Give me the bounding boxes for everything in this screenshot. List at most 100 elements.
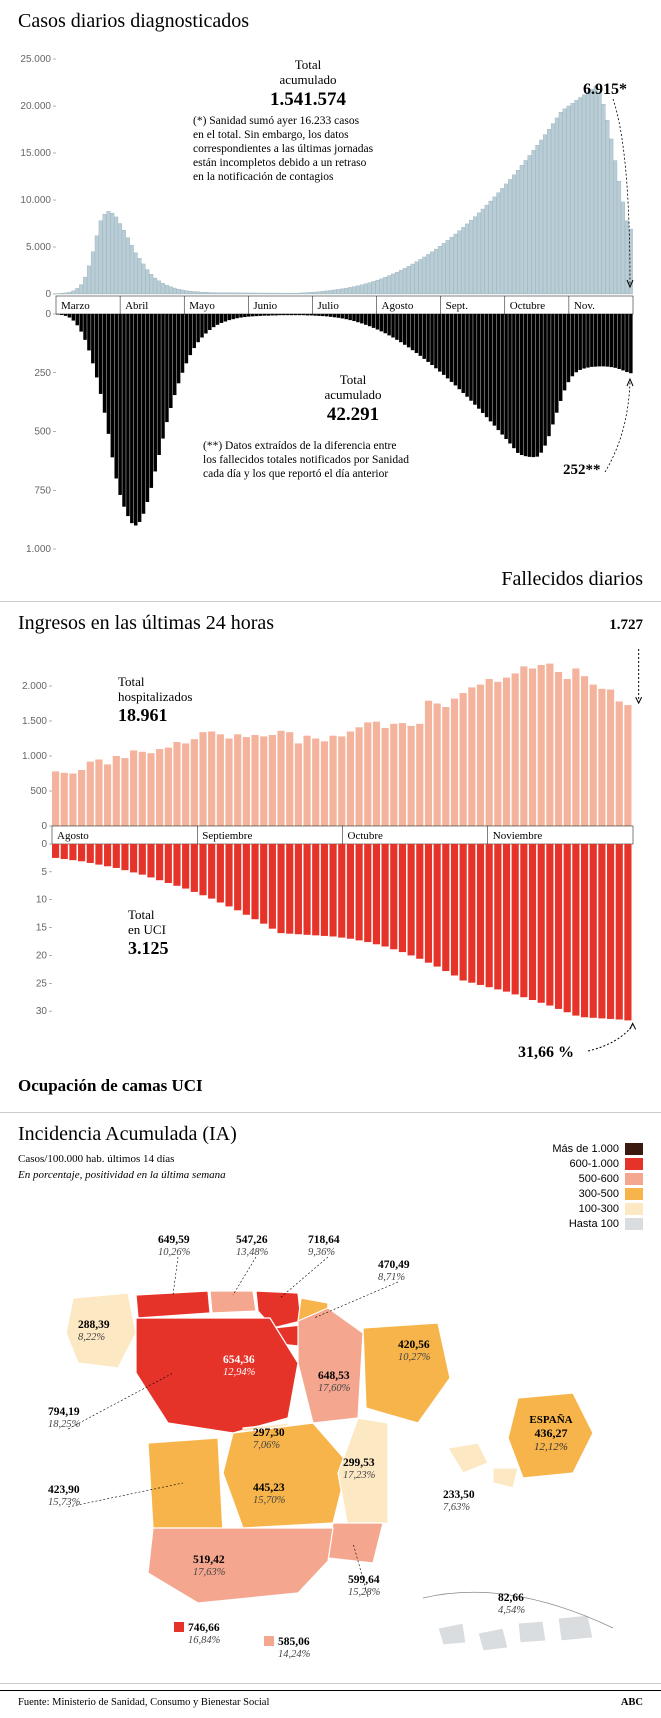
label-paisvasco: 718,649,36% (280, 1234, 340, 1298)
svg-text:25: 25 (36, 978, 48, 989)
svg-text:500: 500 (34, 427, 51, 438)
svg-text:14,24%: 14,24% (278, 1649, 311, 1660)
svg-text:25.000: 25.000 (20, 54, 51, 65)
svg-text:0: 0 (41, 839, 47, 850)
svg-text:10.000: 10.000 (20, 195, 51, 206)
map-legend: Más de 1.000 600-1.000 500-600 300-500 100-3… (503, 1143, 643, 1233)
svg-text:12,12%: 12,12% (534, 1441, 568, 1453)
callout-hosp: 1.727 (609, 617, 643, 634)
svg-text:750: 750 (34, 485, 51, 496)
svg-text:Total: Total (295, 57, 322, 72)
svg-text:0: 0 (41, 821, 47, 832)
svg-text:15: 15 (36, 923, 48, 934)
svg-text:299,53: 299,53 (343, 1457, 375, 1469)
svg-text:cada día y los que reportó el: cada día y los que reportó el día anteri… (203, 468, 388, 480)
svg-text:0: 0 (45, 309, 51, 320)
svg-text:Noviembre: Noviembre (493, 830, 543, 842)
svg-text:5: 5 (41, 867, 47, 878)
chart-cases-deaths: 0 5.000 10.000 15.000 20.000 25.000 Marzo Abril… (18, 39, 643, 559)
legend-item: 500-600 (503, 1173, 643, 1185)
legend-item: 100-300 (503, 1203, 643, 1215)
svg-text:31,66 %: 31,66 % (518, 1044, 574, 1061)
svg-text:4,54%: 4,54% (498, 1605, 525, 1616)
panel-map: Incidencia Acumulada (IA) Casos/100.000 … (0, 1113, 661, 1684)
svg-text:en UCI: en UCI (128, 922, 166, 937)
svg-text:547,26: 547,26 (236, 1234, 268, 1246)
svg-text:Agosto: Agosto (382, 300, 414, 312)
region-extremadura (148, 1438, 223, 1533)
credit: ABC (621, 1697, 643, 1708)
svg-text:252**: 252** (563, 462, 601, 478)
label-ceuta: 746,6616,84% (174, 1622, 221, 1646)
svg-text:12,94%: 12,94% (223, 1367, 256, 1378)
svg-text:233,50: 233,50 (443, 1489, 475, 1501)
svg-text:648,53: 648,53 (318, 1370, 350, 1382)
legend-item: 300-500 (503, 1188, 643, 1200)
label-cantabria: 547,2613,48% (233, 1234, 269, 1295)
svg-text:correspondientes a las últimas: correspondientes a las últimas jornadas (193, 143, 374, 155)
label-baleares: 233,507,63% (443, 1489, 475, 1513)
title-deaths: Fallecidos diarios (18, 568, 643, 591)
region-cataluna (363, 1323, 450, 1423)
svg-text:15.000: 15.000 (20, 148, 51, 159)
svg-text:Marzo: Marzo (61, 300, 90, 312)
svg-text:13,48%: 13,48% (236, 1247, 269, 1258)
legend-item: 600-1.000 (503, 1158, 643, 1170)
svg-text:519,42: 519,42 (193, 1554, 225, 1566)
map-spain: ESPAÑA436,2712,12%288,398,22%649,5910,26… (18, 1183, 643, 1673)
legend-item: Más de 1.000 (503, 1143, 643, 1155)
svg-text:500: 500 (30, 786, 47, 797)
svg-text:445,23: 445,23 (253, 1482, 285, 1494)
svg-text:3.125: 3.125 (128, 938, 169, 958)
svg-text:hospitalizados: hospitalizados (118, 689, 192, 704)
svg-text:acumulado: acumulado (324, 387, 381, 402)
svg-text:10: 10 (36, 895, 48, 906)
svg-text:ESPAÑA: ESPAÑA (529, 1414, 572, 1426)
svg-text:Total: Total (340, 372, 367, 387)
svg-text:10,26%: 10,26% (158, 1247, 191, 1258)
svg-text:2.000: 2.000 (22, 681, 47, 692)
svg-text:8,71%: 8,71% (378, 1272, 405, 1283)
svg-text:Junio: Junio (253, 300, 277, 312)
svg-text:436,27: 436,27 (535, 1426, 568, 1440)
svg-text:585,06: 585,06 (278, 1636, 310, 1648)
svg-text:Julio: Julio (317, 300, 339, 312)
title-cases: Casos diarios diagnosticados (18, 10, 643, 33)
region-andalucia (148, 1528, 333, 1603)
svg-text:(**) Datos extraídos de la dif: (**) Datos extraídos de la diferencia en… (203, 440, 397, 452)
svg-text:Total: Total (128, 907, 155, 922)
svg-text:718,64: 718,64 (308, 1234, 340, 1246)
svg-text:18.961: 18.961 (118, 705, 168, 725)
svg-text:297,30: 297,30 (253, 1427, 285, 1439)
svg-text:Abril: Abril (125, 300, 148, 312)
region-murcia (328, 1523, 383, 1563)
svg-text:Octubre: Octubre (348, 830, 384, 842)
region-baleares (448, 1443, 518, 1488)
svg-text:599,64: 599,64 (348, 1574, 380, 1586)
svg-text:los fallecidos totales notific: los fallecidos totales notificados por S… (203, 454, 409, 466)
svg-text:17,23%: 17,23% (343, 1470, 376, 1481)
svg-text:en el total. Sin embargo, los: en el total. Sin embargo, los datos (193, 129, 349, 141)
svg-text:30: 30 (36, 1006, 48, 1017)
svg-text:420,56: 420,56 (398, 1339, 430, 1351)
title-hosp: Ingresos en las últimas 24 horas (18, 612, 274, 635)
source: Fuente: Ministerio de Sanidad, Consumo y… (18, 1697, 269, 1708)
chart-hosp-uci: 05001.0001.5002.000AgostoSeptiembreOctub… (18, 641, 643, 1071)
svg-text:20: 20 (36, 950, 48, 961)
region-aragon (298, 1308, 363, 1423)
svg-text:20.000: 20.000 (20, 101, 51, 112)
svg-text:0: 0 (45, 289, 51, 300)
svg-text:Total: Total (118, 674, 145, 689)
svg-text:17,63%: 17,63% (193, 1567, 226, 1578)
svg-text:5.000: 5.000 (26, 242, 51, 253)
svg-text:42.291: 42.291 (327, 404, 379, 425)
panel-cases-deaths: Casos diarios diagnosticados 0 5.000 10.00… (0, 0, 661, 602)
svg-text:Septiembre: Septiembre (202, 830, 252, 842)
svg-text:Mayo: Mayo (189, 300, 215, 312)
svg-text:en la notificación de contagio: en la notificación de contagios (193, 171, 334, 183)
svg-text:6.915*: 6.915* (583, 81, 627, 98)
svg-text:Nov.: Nov. (574, 300, 595, 312)
svg-text:794,19: 794,19 (48, 1406, 80, 1418)
svg-text:17,60%: 17,60% (318, 1383, 351, 1394)
svg-text:1.000: 1.000 (26, 544, 51, 555)
